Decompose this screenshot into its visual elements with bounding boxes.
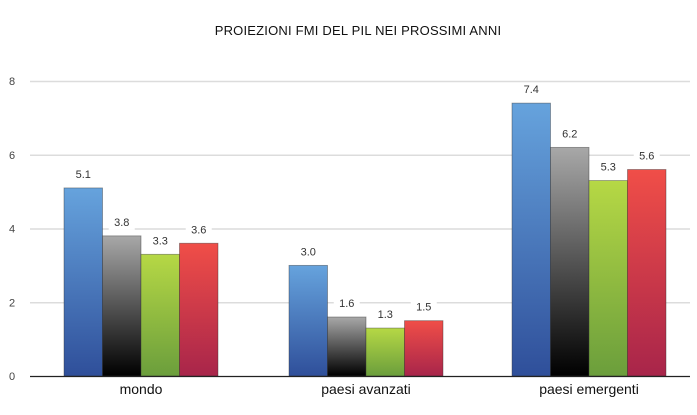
bar-paesi-emergenti-3 <box>588 180 628 377</box>
x-category-label: paesi emergenti <box>539 381 639 397</box>
bar-paesi-emergenti-1 <box>511 102 551 377</box>
data-label-bg <box>185 223 212 238</box>
bar-paesi-avanzati-1 <box>288 264 328 377</box>
bar-paesi-emergenti-4 <box>627 169 667 377</box>
data-label-bg <box>333 297 360 311</box>
data-label-bg <box>372 308 399 323</box>
bar-paesi-emergenti-2 <box>550 146 590 377</box>
y-tick-label: 2 <box>9 297 15 309</box>
data-label-bg <box>595 160 622 175</box>
data-label: 6.2 <box>562 128 577 140</box>
data-label: 3.8 <box>114 217 129 229</box>
data-label: 3.0 <box>301 246 316 258</box>
data-label: 7.4 <box>524 84 539 96</box>
bar-mondo-2 <box>102 235 142 377</box>
data-label-bg <box>108 215 135 230</box>
data-label: 5.6 <box>639 151 654 163</box>
bar-paesi-avanzati-2 <box>327 316 367 377</box>
x-category-label: paesi avanzati <box>321 381 411 397</box>
y-tick-label: 0 <box>9 371 15 383</box>
bar-mondo-4 <box>179 242 219 377</box>
x-category-label: mondo <box>120 381 163 397</box>
data-label-bg <box>518 83 545 98</box>
data-label-bg <box>70 167 97 182</box>
data-label-bg <box>147 234 174 249</box>
data-label-bg <box>556 127 583 142</box>
data-label: 3.6 <box>191 224 206 236</box>
y-tick-label: 6 <box>9 150 15 162</box>
data-label: 1.6 <box>339 298 354 310</box>
data-label: 5.1 <box>76 169 91 181</box>
bar-mondo-1 <box>63 187 103 377</box>
bar-mondo-3 <box>140 253 180 377</box>
data-label: 5.3 <box>601 162 616 174</box>
data-label-bg <box>410 300 437 315</box>
chart-title: PROIEZIONI FMI DEL PIL NEI PROSSIMI ANNI <box>215 23 502 38</box>
y-tick-label: 4 <box>9 224 15 236</box>
bar-paesi-avanzati-4 <box>404 320 444 377</box>
data-label: 1.3 <box>378 309 393 321</box>
data-label-bg <box>295 245 322 260</box>
bar-paesi-avanzati-3 <box>365 327 405 377</box>
y-tick-label: 8 <box>9 76 15 88</box>
data-label: 3.3 <box>153 235 168 247</box>
data-label-bg <box>633 149 660 164</box>
data-label: 1.5 <box>416 302 431 314</box>
